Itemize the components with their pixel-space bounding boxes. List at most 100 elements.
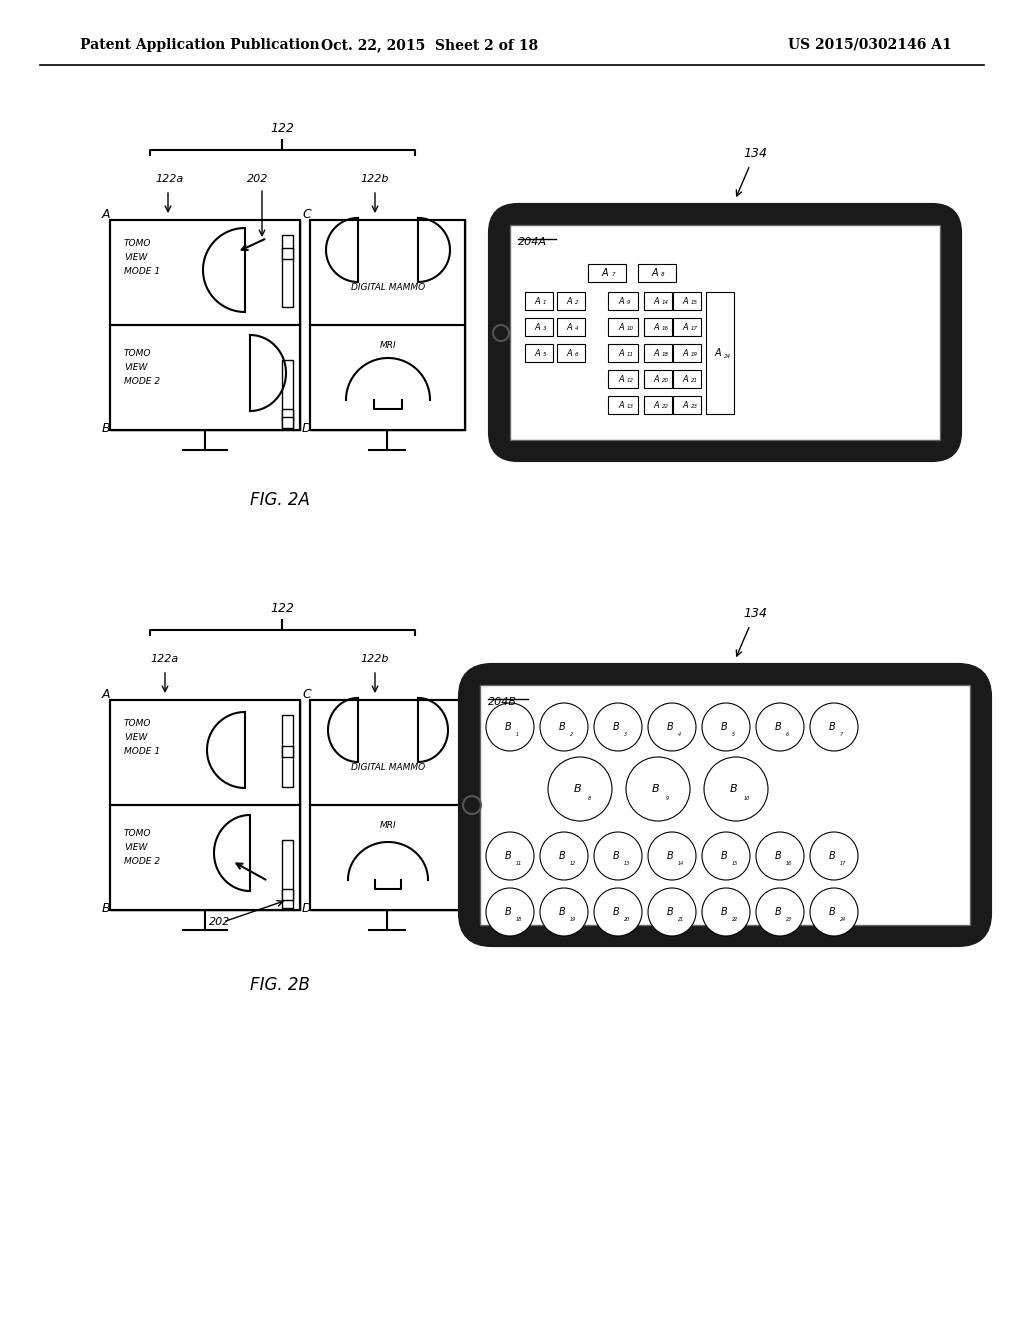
Text: A: A — [653, 348, 658, 358]
Text: A: A — [682, 348, 688, 358]
Text: B: B — [652, 784, 659, 795]
Text: 21: 21 — [691, 379, 698, 384]
Text: B: B — [730, 784, 738, 795]
Text: 23: 23 — [786, 916, 793, 921]
Bar — [608, 318, 638, 337]
Circle shape — [702, 888, 750, 936]
Text: B: B — [828, 722, 836, 733]
Text: 4: 4 — [575, 326, 579, 331]
Text: B: B — [559, 851, 565, 861]
Text: VIEW: VIEW — [124, 252, 147, 261]
Bar — [110, 220, 300, 430]
Circle shape — [648, 832, 696, 880]
Text: B: B — [828, 851, 836, 861]
Text: A: A — [651, 268, 658, 279]
Text: 122: 122 — [270, 602, 294, 615]
Text: 10: 10 — [744, 796, 751, 801]
Text: 122: 122 — [270, 121, 294, 135]
Text: 122a: 122a — [151, 653, 179, 664]
Bar — [644, 396, 672, 414]
Bar — [310, 700, 465, 805]
Circle shape — [594, 888, 642, 936]
Text: B: B — [612, 907, 620, 917]
Circle shape — [756, 704, 804, 751]
Text: 9: 9 — [627, 301, 631, 305]
Circle shape — [756, 888, 804, 936]
Text: 12: 12 — [627, 379, 634, 384]
Text: TOMO: TOMO — [124, 348, 152, 358]
Text: 7: 7 — [840, 731, 843, 737]
Text: TOMO: TOMO — [124, 829, 152, 837]
Bar — [588, 264, 626, 282]
Text: 202: 202 — [248, 174, 268, 183]
Bar — [282, 746, 293, 756]
Text: B: B — [559, 722, 565, 733]
Text: MODE 2: MODE 2 — [124, 857, 160, 866]
Text: 18: 18 — [516, 916, 522, 921]
Bar — [673, 318, 701, 337]
Text: B: B — [721, 722, 727, 733]
Text: 122a: 122a — [156, 174, 184, 183]
Bar — [673, 396, 701, 414]
Text: MODE 1: MODE 1 — [124, 747, 160, 755]
Text: B: B — [667, 722, 674, 733]
Bar — [310, 805, 465, 909]
Text: MODE 1: MODE 1 — [124, 267, 160, 276]
Text: D: D — [302, 422, 311, 436]
Text: B: B — [774, 851, 781, 861]
Text: Patent Application Publication: Patent Application Publication — [80, 38, 319, 51]
Bar — [673, 370, 701, 388]
Text: 134: 134 — [743, 147, 767, 160]
Text: 1: 1 — [516, 731, 519, 737]
Circle shape — [705, 756, 768, 821]
Circle shape — [540, 888, 588, 936]
Bar — [282, 409, 293, 420]
Bar — [638, 264, 676, 282]
Bar — [608, 396, 638, 414]
Text: 24: 24 — [724, 354, 731, 359]
Text: C: C — [302, 209, 310, 220]
Text: DIGITAL MAMMO: DIGITAL MAMMO — [351, 282, 425, 292]
Circle shape — [594, 704, 642, 751]
Text: 134: 134 — [743, 607, 767, 620]
Text: B: B — [505, 722, 511, 733]
Text: 21: 21 — [678, 916, 684, 921]
Bar — [557, 345, 585, 362]
Text: A: A — [682, 322, 688, 331]
FancyBboxPatch shape — [490, 205, 961, 459]
Circle shape — [540, 704, 588, 751]
Text: C: C — [302, 688, 310, 701]
Text: A: A — [566, 322, 571, 331]
Circle shape — [810, 832, 858, 880]
Text: A: A — [602, 268, 608, 279]
Text: 22: 22 — [662, 404, 669, 409]
Text: 6: 6 — [786, 731, 790, 737]
Text: 24: 24 — [840, 916, 846, 921]
Bar — [310, 220, 465, 325]
Text: A: A — [653, 375, 658, 384]
Text: B: B — [612, 851, 620, 861]
Text: A: A — [682, 375, 688, 384]
Text: US 2015/0302146 A1: US 2015/0302146 A1 — [788, 38, 952, 51]
Text: A: A — [102, 688, 111, 701]
Text: MRI: MRI — [380, 342, 396, 351]
Text: 14: 14 — [662, 301, 669, 305]
Text: A: A — [682, 400, 688, 409]
Circle shape — [486, 888, 534, 936]
Text: VIEW: VIEW — [124, 842, 147, 851]
Text: 9: 9 — [666, 796, 669, 801]
Bar — [110, 325, 300, 430]
Text: 204A: 204A — [518, 238, 547, 247]
Text: 11: 11 — [516, 861, 522, 866]
Text: 16: 16 — [662, 326, 669, 331]
Text: A: A — [618, 348, 624, 358]
Text: A: A — [535, 297, 540, 305]
Bar — [110, 700, 300, 909]
Circle shape — [486, 832, 534, 880]
Text: B: B — [721, 851, 727, 861]
Text: A: A — [618, 322, 624, 331]
Text: B: B — [559, 907, 565, 917]
Circle shape — [756, 832, 804, 880]
Text: A: A — [566, 348, 571, 358]
Bar — [310, 805, 465, 909]
